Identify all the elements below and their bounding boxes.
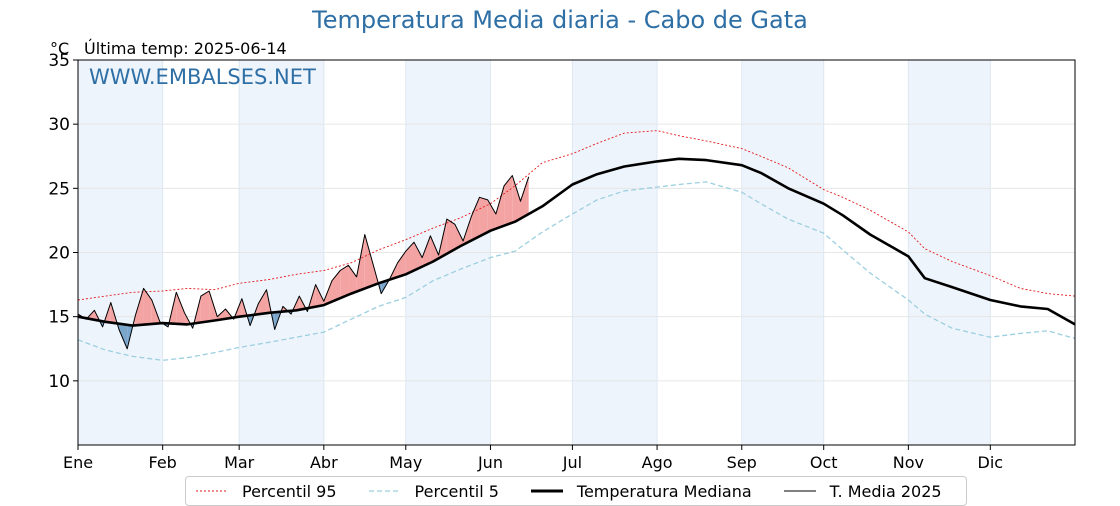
legend-swatch-median-icon xyxy=(529,486,565,496)
x-tick-label: Nov xyxy=(893,453,924,472)
y-tick-label: 15 xyxy=(48,308,70,328)
x-tick-label: Abr xyxy=(310,453,338,472)
anomaly-fill xyxy=(398,251,406,277)
y-tick-label: 10 xyxy=(48,372,70,392)
legend-label-current: T. Media 2025 xyxy=(830,482,942,501)
y-tick-label: 30 xyxy=(48,115,70,135)
x-tick-label: Ene xyxy=(63,453,93,472)
legend-label-p5: Percentil 5 xyxy=(415,482,499,501)
legend-item-p5: Percentil 5 xyxy=(367,482,499,501)
watermark-text: WWW.EMBALSES.NET xyxy=(89,65,316,89)
x-tick-label: May xyxy=(389,453,422,472)
x-tick-label: Jun xyxy=(477,453,503,472)
anomaly-fill xyxy=(176,292,184,324)
legend-label-median: Temperatura Mediana xyxy=(577,482,752,501)
y-tick-label: 20 xyxy=(48,244,70,264)
legend-item-current: T. Media 2025 xyxy=(782,482,942,501)
anomaly-fill xyxy=(504,176,512,226)
x-tick-label: Jul xyxy=(562,453,582,472)
x-tick-label: Mar xyxy=(224,453,255,472)
anomaly-fill xyxy=(348,265,356,294)
anomaly-fill xyxy=(365,235,373,289)
legend-label-p95: Percentil 95 xyxy=(242,482,337,501)
anomaly-fill xyxy=(512,176,520,223)
y-tick-label: 25 xyxy=(48,179,70,199)
x-tick-label: Feb xyxy=(149,453,177,472)
legend-item-median: Temperatura Mediana xyxy=(529,482,752,501)
anomaly-fill xyxy=(480,197,488,236)
legend-swatch-current-icon xyxy=(782,486,818,496)
legend-item-p95: Percentil 95 xyxy=(194,482,337,501)
x-tick-label: Ago xyxy=(642,453,673,472)
x-tick-label: Dic xyxy=(978,453,1004,472)
anomaly-fill xyxy=(496,186,504,229)
y-tick-label: 35 xyxy=(48,51,70,71)
x-tick-label: Oct xyxy=(810,453,838,472)
x-tick-label: Sep xyxy=(727,453,757,472)
legend-swatch-p95-icon xyxy=(194,486,230,496)
legend: Percentil 95 Percentil 5 Temperatura Med… xyxy=(185,476,967,506)
legend-swatch-p5-icon xyxy=(367,486,403,496)
anomaly-fill xyxy=(488,200,496,232)
